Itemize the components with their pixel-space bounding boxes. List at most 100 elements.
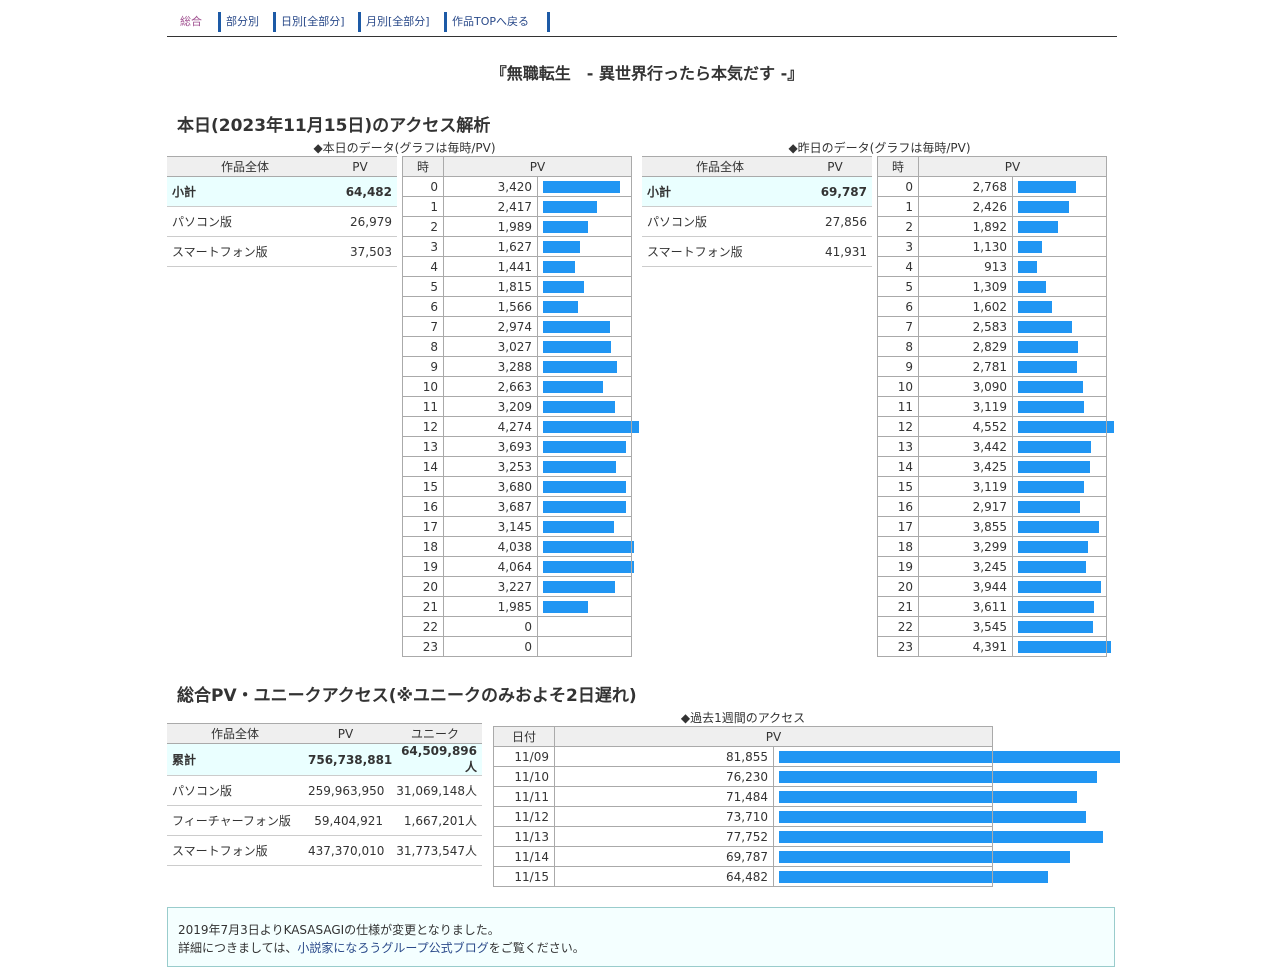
hour-row: 23 4,391 (877, 636, 1111, 657)
pv-bar (543, 320, 610, 333)
hour-cell: 2 (402, 216, 444, 237)
total-heading: 総合PV・ユニークアクセス(※ユニークのみおよそ2日遅れ) (177, 686, 637, 706)
row-value: 37,503 (323, 236, 397, 267)
day-row: 11/10 76,230 (493, 766, 1097, 787)
pv-bar (1018, 300, 1052, 313)
row-value: 69,787 (798, 176, 872, 207)
row-value: 27,856 (798, 206, 872, 237)
top-nav: 総合 部分別 日別[全部分] 月別[全部分] 作品TOPへ戻る (167, 0, 1117, 37)
nav-item-4[interactable]: 作品TOPへ戻る (452, 12, 550, 32)
table-row: 小計 69,787 (642, 176, 872, 207)
hour-cell: 16 (402, 496, 444, 517)
hour-cell: 4 (877, 256, 919, 277)
hour-cell: 7 (402, 316, 444, 337)
hour-row: 3 1,130 (877, 236, 1107, 257)
header-row: 作品全体 PV ユニーク (167, 723, 482, 744)
hour-row: 17 3,855 (877, 516, 1107, 537)
pv-bar (543, 180, 620, 193)
col-header: PV (798, 156, 872, 177)
table-row: フィーチャーフォン版 59,404,921 1,667,201人 (167, 805, 482, 836)
pv-bar (1018, 480, 1084, 493)
pv-cell: 4,064 (443, 556, 538, 577)
pv-cell: 1,602 (918, 296, 1013, 317)
hour-row: 21 1,985 (402, 596, 632, 617)
pv-cell: 1,130 (918, 236, 1013, 257)
table-row: スマートフォン版 437,370,010 31,773,547人 (167, 835, 482, 866)
hour-cell: 15 (877, 476, 919, 497)
pv-cell: 3,288 (443, 356, 538, 377)
hour-row: 3 1,627 (402, 236, 632, 257)
col-header: 作品全体 (167, 723, 303, 744)
hour-row: 0 3,420 (402, 176, 632, 197)
nav-item-1[interactable]: 部分別 (226, 12, 276, 32)
pv-cell: 3,611 (918, 596, 1013, 617)
pv-bar (543, 500, 626, 513)
hour-cell: 14 (877, 456, 919, 477)
hour-row: 23 0 (402, 636, 632, 657)
pv-cell: 3,119 (918, 396, 1013, 417)
row-label: スマートフォン版 (167, 236, 323, 267)
hour-cell: 21 (877, 596, 919, 617)
bar-cell (1012, 456, 1107, 477)
nav-item-3[interactable]: 月別[全部分] (366, 12, 447, 32)
bar-cell (1012, 236, 1107, 257)
hour-cell: 19 (402, 556, 444, 577)
pv-cell: 64,482 (554, 866, 774, 887)
official-blog-link[interactable]: 小説家になろうグループ公式ブログ (297, 941, 489, 955)
pv-bar (779, 770, 1097, 783)
hour-row: 11 3,209 (402, 396, 632, 417)
hour-row: 18 3,299 (877, 536, 1107, 557)
pv-bar (1018, 220, 1058, 233)
pv-cell: 3,119 (918, 476, 1013, 497)
bar-cell (1012, 556, 1107, 577)
pv-cell: 1,309 (918, 276, 1013, 297)
bar-cell (773, 806, 1087, 827)
bar-cell (537, 176, 632, 197)
col-header: PV (443, 156, 632, 177)
nav-item-2[interactable]: 日別[全部分] (281, 12, 361, 32)
hour-cell: 5 (877, 276, 919, 297)
hour-row: 6 1,602 (877, 296, 1107, 317)
bar-cell (537, 256, 632, 277)
bar-cell (1012, 396, 1107, 417)
bar-cell (537, 356, 632, 377)
hour-row: 0 2,768 (877, 176, 1107, 197)
hour-row: 18 4,038 (402, 536, 634, 557)
bar-cell (1012, 276, 1107, 297)
bar-cell (773, 786, 1077, 807)
bar-cell (773, 826, 1103, 847)
bar-cell (1012, 176, 1107, 197)
date-cell: 11/10 (493, 766, 555, 787)
hour-row: 15 3,680 (402, 476, 632, 497)
nav-item-0[interactable]: 総合 (180, 12, 221, 32)
hour-cell: 7 (877, 316, 919, 337)
hour-row: 19 4,064 (402, 556, 635, 577)
pv-bar (543, 400, 616, 413)
table-row: パソコン版 27,856 (642, 206, 872, 237)
bar-cell (1012, 516, 1107, 537)
header-row: 作品全体 PV (642, 156, 872, 177)
pv-cell: 3,253 (443, 456, 538, 477)
unique-cell: 31,069,148人 (388, 775, 482, 806)
row-label: 小計 (642, 176, 798, 207)
col-header: 日付 (493, 726, 555, 747)
pv-cell: 3,545 (918, 616, 1013, 637)
pv-cell: 3,693 (443, 436, 538, 457)
bar-cell (1012, 316, 1107, 337)
notice-box: 2019年7月3日よりKASASAGIの仕様が変更となりました。 詳細につきまし… (167, 907, 1115, 967)
hour-cell: 6 (877, 296, 919, 317)
notice-suffix: をご覧ください。 (488, 941, 585, 955)
pv-bar (543, 480, 626, 493)
week-table: 日付 PV 11/09 81,855 11/10 76,230 11/11 71,484 11/… (493, 726, 1120, 887)
pv-bar (543, 200, 598, 213)
bar-cell (1012, 636, 1111, 657)
pv-bar (543, 580, 616, 593)
bar-cell (537, 636, 632, 657)
pv-bar (543, 440, 626, 453)
hour-row: 12 4,552 (877, 416, 1114, 437)
pv-cell: 3,442 (918, 436, 1013, 457)
unique-cell: 1,667,201人 (388, 805, 482, 836)
bar-cell (537, 556, 635, 577)
pv-bar (1018, 640, 1111, 653)
yesterday-hourly-table: 時 PV 0 2,768 1 2,426 2 1,892 3 1,130 4 913 5 1,309 6 1,… (877, 156, 1114, 657)
